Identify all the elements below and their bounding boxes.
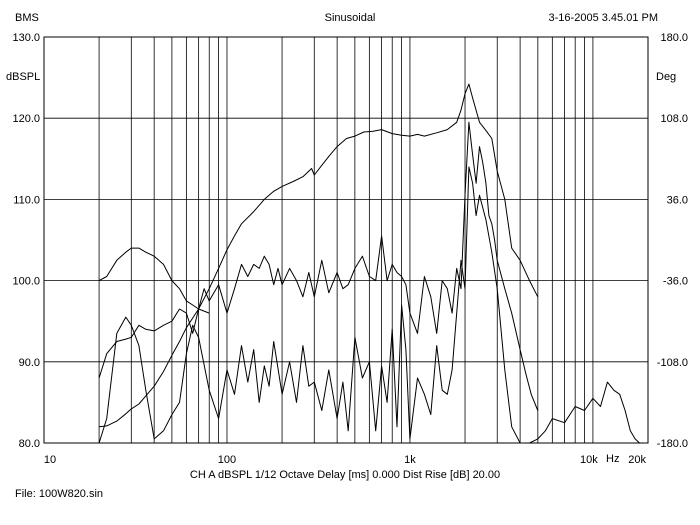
y-right-tick-label: -108.0 (657, 357, 688, 369)
x-tick-label: 20k (628, 454, 646, 466)
x-tick-label: 10 (44, 454, 56, 466)
x-axis-unit: Hz (606, 453, 620, 465)
header-left: BMS (15, 12, 39, 24)
series-line-spl (99, 83, 539, 428)
measurement-settings: CH A dBSPL 1/12 Octave Delay [ms] 0.000 … (189, 469, 501, 481)
y-tick-label: 130.0 (12, 32, 40, 44)
header-right: 3-16-2005 3.45.01 PM (548, 12, 658, 24)
file-name: File: 100W820.sin (15, 488, 104, 500)
series-line-h2 (98, 121, 539, 411)
plot-frame (43, 36, 649, 444)
y-tick-label: 80.0 (19, 438, 40, 450)
chart-series (98, 83, 640, 444)
y-right-tick-label: 108.0 (660, 113, 688, 125)
y-tick-label: 100.0 (12, 276, 40, 288)
series-line-h3 (98, 166, 640, 444)
y-tick-label: 120.0 (12, 113, 40, 125)
x-tick-label: 1k (404, 454, 416, 466)
header-center: Sinusoidal (324, 12, 376, 24)
series-line-phase (98, 247, 210, 314)
y-axis-label: dBSPL (6, 71, 41, 83)
y-tick-label: 110.0 (13, 194, 40, 206)
y-tick-label: 90.0 (19, 357, 40, 369)
y-right-tick-label: 180.0 (660, 32, 688, 44)
x-tick-label: 100 (218, 454, 236, 466)
y-right-tick-label: -36.0 (663, 276, 688, 288)
y-axis-right-label: Deg (656, 71, 677, 83)
y-right-tick-label: 36.0 (667, 194, 688, 206)
y-right-tick-label: -180.0 (657, 438, 688, 450)
chart-grid (44, 37, 648, 443)
x-tick-label: 10k (580, 454, 598, 466)
chart-tick-labels: 80.0 90.0 100.0 110.0 120.0 130.0 -180.0 -108.0… (12, 32, 688, 466)
